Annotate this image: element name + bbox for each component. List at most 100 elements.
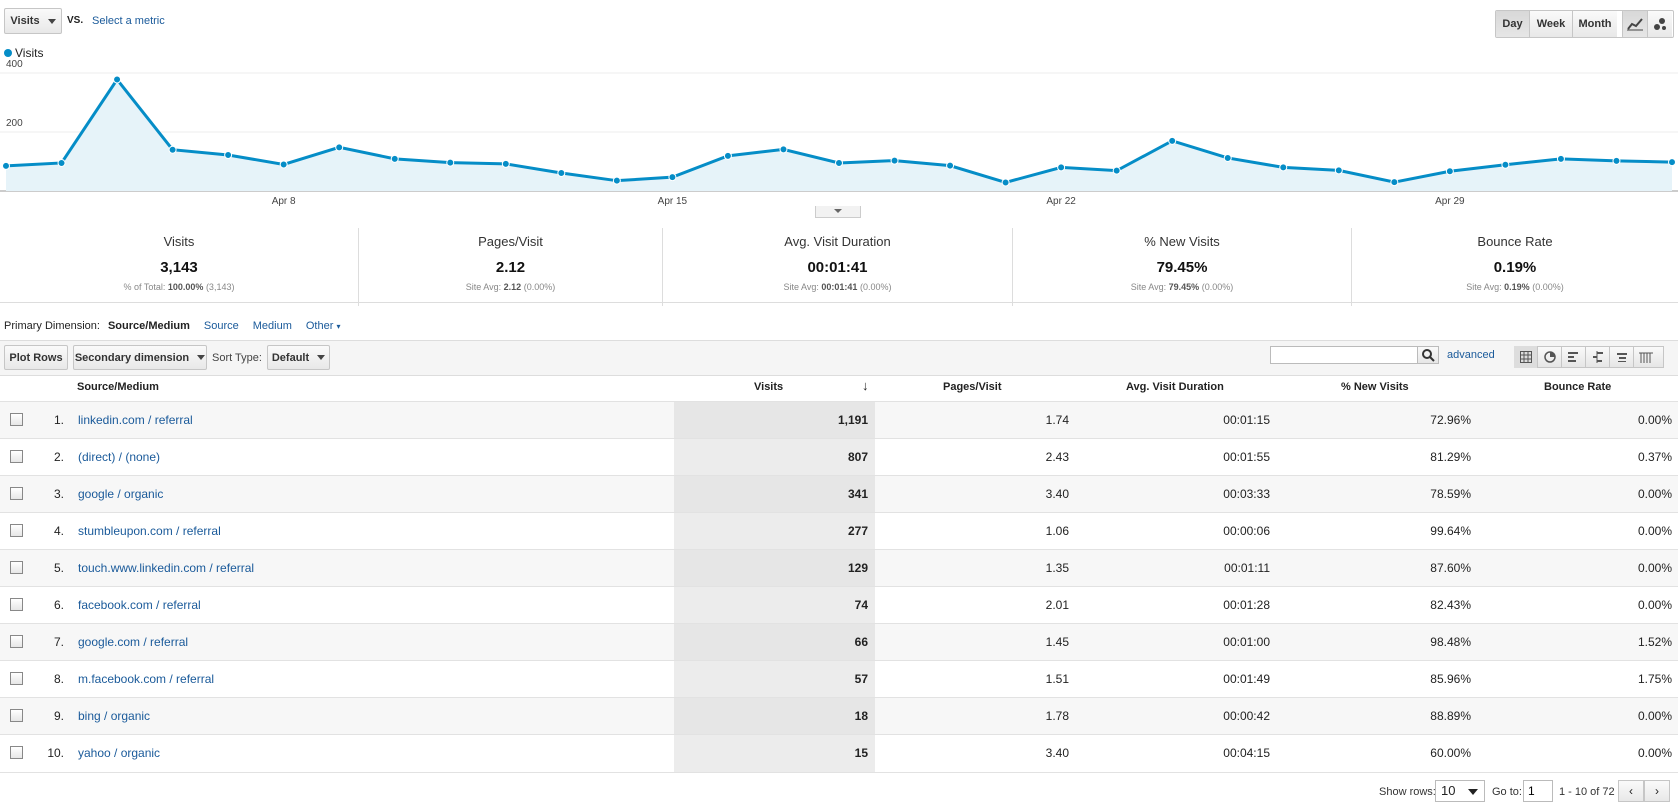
row-checkbox[interactable] (10, 709, 23, 722)
data-point[interactable] (2, 161, 10, 170)
header-new-visits[interactable]: % New Visits (1341, 381, 1409, 393)
row-source-link[interactable]: bing / organic (78, 709, 151, 723)
row-pages-visit: 1.45 (1045, 635, 1069, 649)
sort-arrow-icon[interactable]: ↓ (862, 378, 869, 393)
header-source-medium[interactable]: Source/Medium (77, 381, 159, 393)
data-point[interactable] (612, 176, 621, 185)
data-point[interactable] (1501, 160, 1510, 169)
header-pages-visit[interactable]: Pages/Visit (943, 381, 1002, 393)
line-chart-icon[interactable] (1623, 11, 1648, 37)
data-point[interactable] (57, 158, 66, 167)
header-bounce-rate[interactable]: Bounce Rate (1544, 381, 1612, 393)
period-day-button[interactable]: Day (1496, 11, 1530, 37)
row-source-link[interactable]: m.facebook.com / referral (78, 672, 215, 686)
data-point[interactable] (668, 173, 677, 182)
scorecard-sub: Site Avg: 2.12 (0.00%) (465, 282, 556, 292)
chart-collapse-handle[interactable] (815, 206, 861, 218)
data-point[interactable] (501, 159, 510, 168)
data-point[interactable] (779, 145, 788, 154)
row-new-visits: 99.64% (1430, 524, 1471, 538)
chevron-left-icon: ‹ (1629, 784, 1633, 798)
row-source-link[interactable]: facebook.com / referral (78, 598, 201, 612)
data-point[interactable] (890, 156, 899, 165)
row-source-link[interactable]: linkedin.com / referral (78, 413, 193, 427)
row-checkbox[interactable] (10, 672, 23, 685)
goto-page-input[interactable] (1523, 780, 1553, 802)
dimension-other[interactable]: Other ▾ (305, 320, 341, 332)
term-cloud-view-icon[interactable] (1610, 346, 1634, 368)
data-point[interactable] (835, 158, 843, 167)
next-page-button[interactable]: › (1644, 780, 1670, 802)
header-avg-duration[interactable]: Avg. Visit Duration (1126, 381, 1224, 393)
row-source-link[interactable]: google / organic (78, 487, 164, 501)
advanced-link[interactable]: advanced (1447, 349, 1495, 361)
row-pages-visit: 2.01 (1045, 598, 1069, 612)
chevron-down-icon: ▾ (336, 322, 341, 331)
data-point[interactable] (1223, 153, 1232, 162)
row-source-link[interactable]: touch.www.linkedin.com / referral (78, 561, 255, 575)
row-checkbox[interactable] (10, 487, 23, 500)
row-pages-visit: 2.43 (1045, 450, 1069, 464)
row-index: 6. (53, 598, 64, 612)
dimension-medium[interactable]: Medium (252, 320, 292, 332)
data-point[interactable] (557, 169, 566, 178)
data-point[interactable] (946, 161, 955, 170)
table-view-icon[interactable] (1514, 346, 1538, 368)
row-checkbox[interactable] (10, 413, 23, 426)
data-point[interactable] (1168, 136, 1177, 145)
row-pages-visit: 1.78 (1045, 709, 1069, 723)
data-point[interactable] (224, 151, 233, 160)
data-point[interactable] (113, 75, 122, 84)
row-avg-duration: 00:01:15 (1223, 413, 1270, 427)
table-search-input[interactable] (1270, 346, 1418, 364)
row-index: 7. (53, 635, 64, 649)
row-checkbox[interactable] (10, 635, 23, 648)
header-visits[interactable]: Visits (754, 381, 784, 393)
data-point[interactable] (1445, 167, 1454, 176)
data-point[interactable] (1057, 163, 1066, 172)
row-source-link[interactable]: stumbleupon.com / referral (78, 524, 221, 538)
secondary-dimension-dropdown[interactable]: Secondary dimension (73, 345, 207, 370)
plot-rows-button[interactable]: Plot Rows (4, 345, 68, 370)
comparison-view-icon[interactable] (1586, 346, 1610, 368)
data-point[interactable] (1112, 166, 1121, 175)
motion-chart-icon[interactable] (1648, 11, 1672, 37)
data-point[interactable] (1668, 158, 1676, 167)
row-checkbox[interactable] (10, 450, 23, 463)
data-point[interactable] (1556, 154, 1565, 163)
row-visits: 341 (847, 487, 868, 501)
pie-view-icon[interactable] (1538, 346, 1562, 368)
row-checkbox[interactable] (10, 598, 23, 611)
search-icon[interactable] (1417, 346, 1439, 364)
pivot-view-icon[interactable] (1634, 346, 1658, 368)
table-row: 2. (direct) / (none) 807 2.43 00:01:55 8… (0, 438, 1678, 476)
data-point[interactable] (1390, 178, 1399, 187)
row-pages-visit: 1.51 (1045, 672, 1069, 686)
data-point[interactable] (1001, 178, 1010, 187)
period-week-button[interactable]: Week (1530, 11, 1573, 37)
period-month-button[interactable]: Month (1573, 11, 1617, 37)
show-rows-select[interactable]: 10 (1435, 780, 1485, 802)
metric-dropdown[interactable]: Visits (4, 8, 62, 34)
dimension-source-medium[interactable]: Source/Medium (107, 320, 190, 332)
data-point[interactable] (723, 151, 732, 160)
row-source-link[interactable]: (direct) / (none) (78, 450, 161, 464)
row-checkbox[interactable] (10, 524, 23, 537)
data-point[interactable] (446, 158, 455, 167)
prev-page-button[interactable]: ‹ (1618, 780, 1644, 802)
row-source-link[interactable]: yahoo / organic (78, 746, 161, 760)
data-point[interactable] (390, 154, 399, 163)
data-point[interactable] (335, 143, 344, 152)
sort-type-dropdown[interactable]: Default (267, 345, 330, 370)
data-point[interactable] (1334, 166, 1343, 175)
data-point[interactable] (1612, 156, 1621, 165)
select-metric-link[interactable]: Select a metric (92, 15, 165, 27)
performance-view-icon[interactable] (1562, 346, 1586, 368)
row-checkbox[interactable] (10, 746, 23, 759)
row-source-link[interactable]: google.com / referral (78, 635, 189, 649)
data-point[interactable] (279, 160, 288, 169)
data-point[interactable] (1279, 163, 1288, 172)
row-checkbox[interactable] (10, 561, 23, 574)
dimension-source[interactable]: Source (203, 320, 239, 332)
data-point[interactable] (168, 145, 177, 154)
